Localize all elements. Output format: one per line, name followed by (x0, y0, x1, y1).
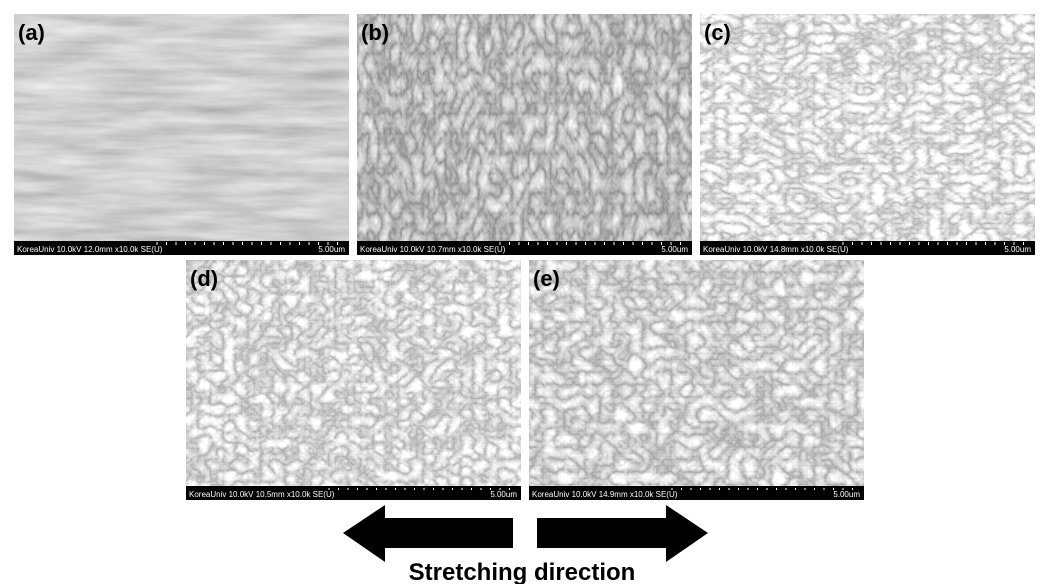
scale-label: 5.00um (833, 490, 860, 499)
sem-image (357, 14, 692, 241)
panel-label: (d) (190, 266, 218, 291)
sem-image (14, 14, 349, 241)
info-text: KoreaUniv 10.0kV 10.5mm x10.0k SE(U) (189, 490, 335, 499)
panel: (d) KoreaUniv 10.0kV 10.5mm x10.0k SE(U)… (186, 260, 521, 500)
panel-label: (a) (18, 20, 45, 45)
scale-ticks (154, 242, 344, 245)
right-arrow (537, 505, 708, 562)
sem-image (529, 260, 864, 486)
info-text: KoreaUniv 10.0kV 12.0mm x10.0k SE(U) (17, 245, 163, 254)
scale-label: 5.00um (318, 245, 345, 254)
sem-image (186, 260, 521, 486)
scale-ticks (840, 242, 1030, 245)
caption: Stretching direction (409, 559, 636, 584)
panel-label: (e) (533, 266, 560, 291)
info-text: KoreaUniv 10.0kV 14.8mm x10.0k SE(U) (703, 245, 849, 254)
panel: (c) KoreaUniv 10.0kV 14.8mm x10.0k SE(U)… (700, 14, 1035, 255)
panel: (e) KoreaUniv 10.0kV 14.9mm x10.0k SE(U)… (529, 260, 864, 500)
info-text: KoreaUniv 10.0kV 14.9mm x10.0k SE(U) (532, 490, 678, 499)
left-arrow (343, 505, 513, 562)
scale-ticks (497, 242, 687, 245)
panel-label: (c) (704, 20, 731, 45)
scale-ticks (326, 487, 516, 490)
info-text: KoreaUniv 10.0kV 10.7mm x10.0k SE(U) (360, 245, 506, 254)
panel: (b) KoreaUniv 10.0kV 10.7mm x10.0k SE(U)… (357, 14, 692, 255)
scale-label: 5.00um (1004, 245, 1031, 254)
scale-ticks (669, 487, 859, 490)
sem-image (700, 14, 1035, 241)
scale-label: 5.00um (661, 245, 688, 254)
panel: (a) KoreaUniv 10.0kV 12.0mm x10.0k SE(U)… (14, 14, 349, 255)
scale-label: 5.00um (490, 490, 517, 499)
panel-label: (b) (361, 20, 389, 45)
figure: (a) KoreaUniv 10.0kV 12.0mm x10.0k SE(U)… (0, 0, 1040, 584)
